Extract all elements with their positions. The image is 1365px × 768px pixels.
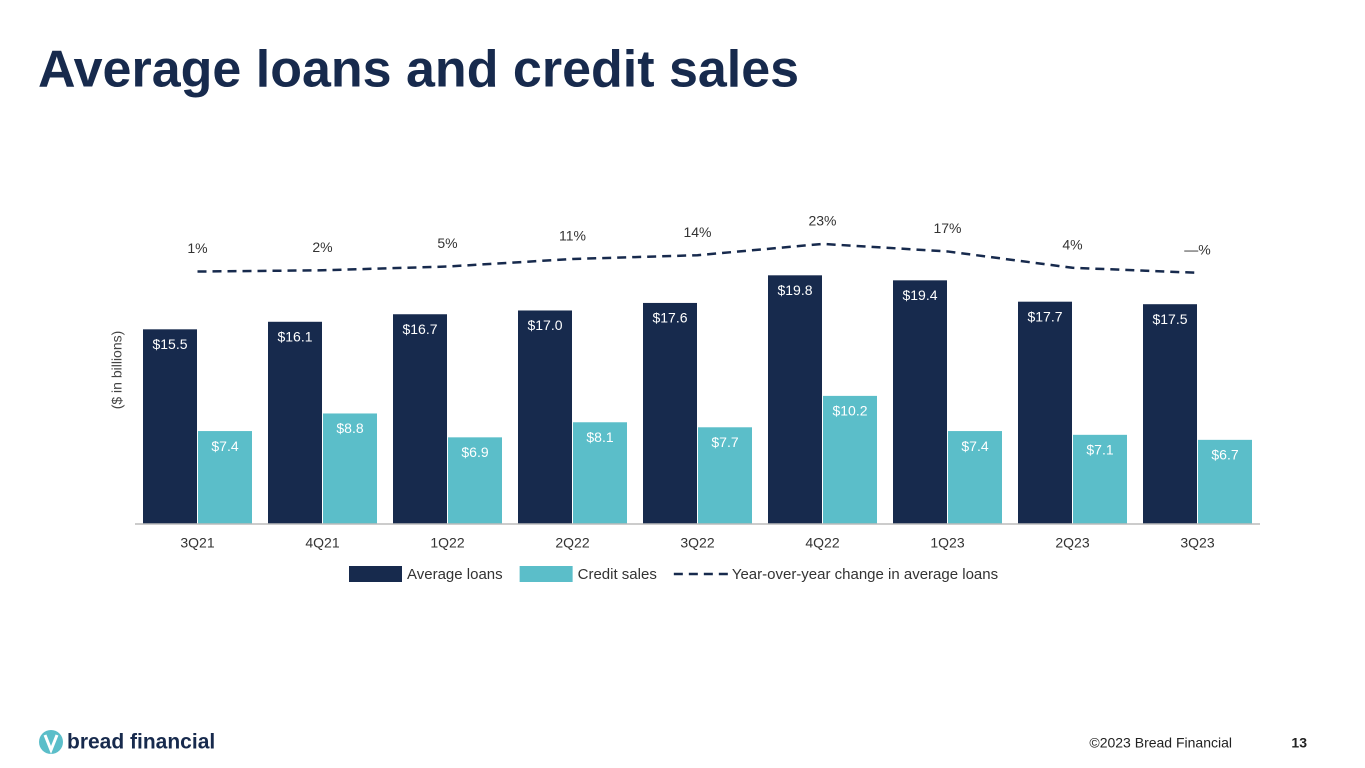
bar (768, 275, 822, 524)
bar (198, 431, 252, 524)
line-value-label: 11% (559, 228, 586, 244)
bar-value-label: $15.5 (152, 336, 187, 352)
x-tick-label: 1Q23 (930, 535, 964, 551)
line-value-label: 5% (437, 235, 457, 251)
x-tick-label: 3Q22 (680, 535, 714, 551)
bar-value-label: $7.4 (961, 438, 988, 454)
bar (698, 427, 752, 524)
bar-value-label: $17.5 (1152, 311, 1187, 327)
bar (448, 437, 502, 524)
bar (1073, 434, 1127, 524)
bar-value-label: $10.2 (832, 403, 867, 419)
bar (643, 302, 697, 524)
x-tick-label: 2Q23 (1055, 535, 1089, 551)
bar-value-label: $7.4 (211, 438, 238, 454)
bar (268, 321, 322, 524)
bar-value-label: $17.0 (527, 317, 562, 333)
bar-value-label: $19.4 (902, 287, 937, 303)
x-tick-label: 4Q22 (805, 535, 839, 551)
bar (518, 310, 572, 524)
bar (893, 280, 947, 524)
y-axis-label: ($ in billions) (109, 331, 125, 410)
line-value-label: 14% (683, 224, 711, 240)
bar-value-label: $17.7 (1027, 308, 1062, 324)
logo-mark (43, 734, 59, 755)
legend-label: Credit sales (578, 566, 657, 583)
bar (143, 329, 197, 524)
bar (323, 413, 377, 524)
x-tick-label: 3Q21 (180, 535, 214, 551)
legend-swatch (519, 566, 573, 582)
bar-value-label: $17.6 (652, 310, 687, 326)
bar-value-label: $8.1 (586, 429, 613, 445)
legend-label: Year-over-year change in average loans (732, 566, 998, 583)
line-value-label: 23% (808, 213, 836, 229)
line-value-label: —% (1184, 242, 1210, 258)
line-value-label: 4% (1062, 236, 1082, 252)
legend-label: Average loans (407, 566, 503, 583)
bar-value-label: $16.7 (402, 321, 437, 337)
bar-value-label: $6.7 (1211, 447, 1238, 463)
bar (823, 395, 877, 524)
legend-swatch (349, 566, 402, 582)
x-tick-label: 2Q22 (555, 535, 589, 551)
x-tick-label: 4Q21 (305, 535, 339, 551)
copyright: ©2023 Bread Financial (1089, 735, 1232, 751)
bar (393, 314, 447, 524)
bar-value-label: $19.8 (777, 282, 812, 298)
page-number: 13 (1291, 735, 1307, 751)
bar-value-label: $8.8 (336, 420, 363, 436)
line-value-label: 2% (312, 239, 332, 255)
bar-value-label: $16.1 (277, 328, 312, 344)
logo-text: bread financial (67, 731, 215, 754)
bar (1198, 439, 1252, 524)
slide-title: Average loans and credit sales (38, 41, 799, 99)
bar-value-label: $6.9 (461, 444, 488, 460)
x-tick-label: 1Q22 (430, 535, 464, 551)
x-tick-label: 3Q23 (1180, 535, 1214, 551)
bar (948, 431, 1002, 524)
bar (1143, 304, 1197, 524)
bar-value-label: $7.7 (711, 434, 738, 450)
bar (1018, 301, 1072, 524)
line (197, 242, 1198, 275)
line-value-label: 1% (187, 240, 207, 256)
line-value-label: 17% (933, 220, 961, 236)
bar (573, 422, 627, 524)
bar-value-label: $7.1 (1086, 442, 1113, 458)
